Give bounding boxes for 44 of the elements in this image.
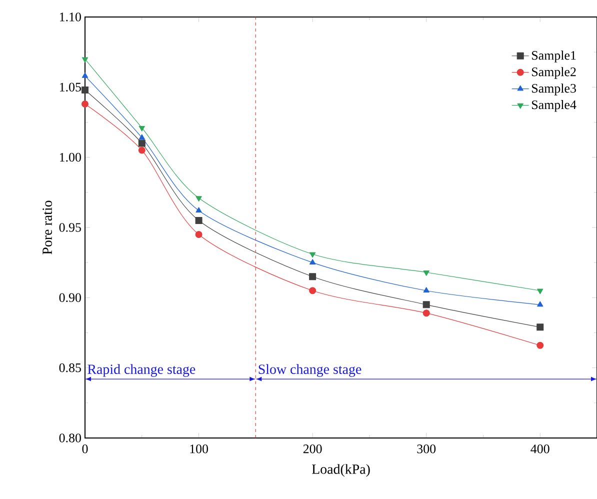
x-tick-label: 200 (303, 444, 322, 454)
x-tick-label: 400 (530, 444, 550, 454)
point (309, 259, 316, 264)
point (423, 270, 430, 276)
point (537, 288, 544, 294)
y-tick-label: 1.10 (60, 12, 81, 22)
point (195, 231, 202, 238)
point (422, 310, 430, 317)
point (138, 134, 145, 140)
legend-label: Sample3 (532, 84, 576, 96)
annotation: Rapid change stage (88, 364, 196, 377)
x-tick-label: 300 (417, 444, 436, 454)
point (309, 287, 316, 294)
point (536, 324, 544, 331)
point (423, 287, 430, 293)
y-axis-title: Pore ratio (42, 200, 52, 254)
point (195, 216, 202, 224)
point (422, 301, 430, 308)
point (536, 342, 544, 349)
point (82, 57, 88, 63)
legend-label: Sample2 (532, 67, 576, 79)
point (309, 273, 316, 280)
point (537, 301, 544, 307)
legend-label: Sample1 (532, 50, 576, 62)
point (138, 146, 146, 154)
x-tick-label: 0 (82, 444, 88, 454)
point (82, 100, 89, 108)
point (309, 252, 316, 258)
point (196, 196, 202, 202)
y-tick-label: 0.85 (59, 363, 81, 372)
point (138, 140, 146, 147)
x-axis-title: Load(kPa) (312, 464, 370, 477)
y-tick-label: 1.00 (60, 152, 81, 162)
point (82, 72, 88, 78)
point (82, 86, 89, 94)
point (138, 126, 145, 132)
legend-label: Sample4 (532, 100, 576, 112)
y-tick-label: 1.05 (60, 82, 81, 92)
y-tick-label: 0.90 (59, 293, 81, 302)
annotation: Slow change stage (258, 364, 362, 377)
point (196, 207, 202, 213)
y-tick-label: 0.80 (59, 434, 81, 442)
y-tick-label: 0.95 (59, 223, 81, 232)
x-tick-label: 100 (190, 444, 208, 454)
